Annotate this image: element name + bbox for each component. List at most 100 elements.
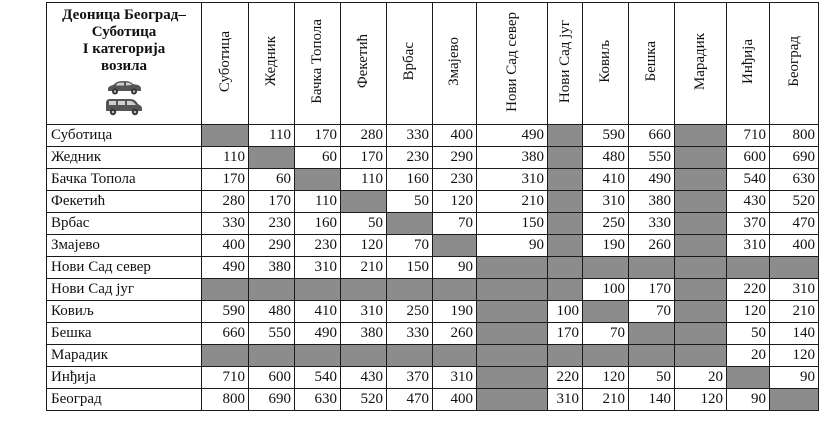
price-cell: 550 [248, 322, 295, 345]
price-cell: 100 [582, 278, 629, 301]
shaded-cell [248, 146, 295, 169]
price-cell: 20 [726, 344, 770, 367]
shaded-cell [674, 146, 727, 169]
price-cell: 50 [726, 322, 770, 345]
price-cell: 110 [248, 124, 295, 147]
price-cell: 800 [769, 124, 819, 147]
row-label: Змајево [46, 234, 202, 257]
table-row: Ковиљ 590 480 410 310 250 190 100 70 120 210 [46, 300, 819, 323]
shaded-cell [628, 256, 675, 279]
shaded-cell [547, 256, 583, 279]
shaded-cell [726, 366, 770, 389]
shaded-cell [340, 190, 387, 213]
price-cell: 490 [294, 322, 341, 345]
shaded-cell [201, 344, 249, 367]
title-line-1: Деоница Београд– [62, 7, 186, 23]
price-cell: 150 [386, 256, 433, 279]
price-cell: 230 [294, 234, 341, 257]
shaded-cell [628, 344, 675, 367]
price-cell: 470 [769, 212, 819, 235]
price-cell: 310 [432, 366, 477, 389]
row-label: Бачка Топола [46, 168, 202, 191]
price-cell: 170 [201, 168, 249, 191]
col-header: Бешка [628, 2, 675, 125]
price-cell: 370 [386, 366, 433, 389]
price-cell: 140 [628, 388, 675, 411]
table-row: Суботица 110 170 280 330 400 490 590 660 710 800 [46, 124, 819, 147]
shaded-cell [432, 278, 477, 301]
price-cell: 310 [340, 300, 387, 323]
table-row: Београд 800 690 630 520 470 400 310 210 140 120 90 [46, 388, 819, 411]
shaded-cell [294, 168, 341, 191]
car-icon [108, 81, 141, 95]
price-cell: 170 [628, 278, 675, 301]
price-cell: 210 [769, 300, 819, 323]
col-header: Инђија [726, 2, 770, 125]
col-header: Фекетић [340, 2, 387, 125]
shaded-cell [726, 256, 770, 279]
price-cell: 70 [582, 322, 629, 345]
shaded-cell [201, 278, 249, 301]
price-cell: 150 [476, 212, 548, 235]
shaded-cell [476, 322, 548, 345]
price-cell: 50 [340, 212, 387, 235]
title-line-3: I категорија [82, 41, 166, 57]
price-cell: 120 [432, 190, 477, 213]
row-label: Ковиљ [46, 300, 202, 323]
shaded-cell [547, 344, 583, 367]
price-cell: 120 [769, 344, 819, 367]
price-cell: 430 [726, 190, 770, 213]
price-cell: 590 [201, 300, 249, 323]
table-row: Змајево 400 290 230 120 70 90 190 260 310 400 [46, 234, 819, 257]
price-cell: 70 [386, 234, 433, 257]
price-cell: 400 [432, 124, 477, 147]
price-cell: 310 [294, 256, 341, 279]
price-cell: 50 [386, 190, 433, 213]
shaded-cell [582, 256, 629, 279]
col-header: Жедник [248, 2, 295, 125]
price-cell: 310 [582, 190, 629, 213]
shaded-cell [674, 256, 727, 279]
price-cell: 70 [432, 212, 477, 235]
shaded-cell [476, 300, 548, 323]
price-cell: 90 [432, 256, 477, 279]
price-cell: 220 [726, 278, 770, 301]
table-row: Фекетић 280 170 110 50 120 210 310 380 430 520 [46, 190, 819, 213]
shaded-cell [248, 278, 295, 301]
price-cell: 60 [248, 168, 295, 191]
shaded-cell [547, 190, 583, 213]
price-cell: 110 [294, 190, 341, 213]
price-cell: 90 [726, 388, 770, 411]
price-cell: 210 [582, 388, 629, 411]
table-row: Нови Сад југ 100 170 220 310 [46, 278, 819, 301]
price-cell: 600 [726, 146, 770, 169]
price-cell: 380 [248, 256, 295, 279]
shaded-cell [476, 366, 548, 389]
row-label: Фекетић [46, 190, 202, 213]
price-cell: 280 [201, 190, 249, 213]
table-row: Бачка Топола 170 60 110 160 230 310 410 490 540 63… [46, 168, 819, 191]
price-cell: 600 [248, 366, 295, 389]
shaded-cell [547, 278, 583, 301]
table-row: Марадик 20 120 [46, 344, 819, 367]
shaded-cell [547, 212, 583, 235]
price-cell: 540 [726, 168, 770, 191]
row-label: Суботица [46, 124, 202, 147]
price-cell: 800 [201, 388, 249, 411]
row-label: Жедник [46, 146, 202, 169]
shaded-cell [674, 278, 727, 301]
shaded-cell [432, 344, 477, 367]
shaded-cell [248, 344, 295, 367]
shaded-cell [476, 388, 548, 411]
price-cell: 380 [476, 146, 548, 169]
shaded-cell [340, 278, 387, 301]
title-line-4: возила [100, 58, 148, 74]
price-cell: 70 [628, 300, 675, 323]
table-row: Нови Сад север 490 380 310 210 150 90 [46, 256, 819, 279]
price-cell: 480 [248, 300, 295, 323]
price-cell: 330 [628, 212, 675, 235]
shaded-cell [674, 168, 727, 191]
van-icon [106, 99, 142, 116]
price-cell: 110 [340, 168, 387, 191]
table-title: Деоница Београд– Суботица I категорија в… [46, 2, 202, 125]
